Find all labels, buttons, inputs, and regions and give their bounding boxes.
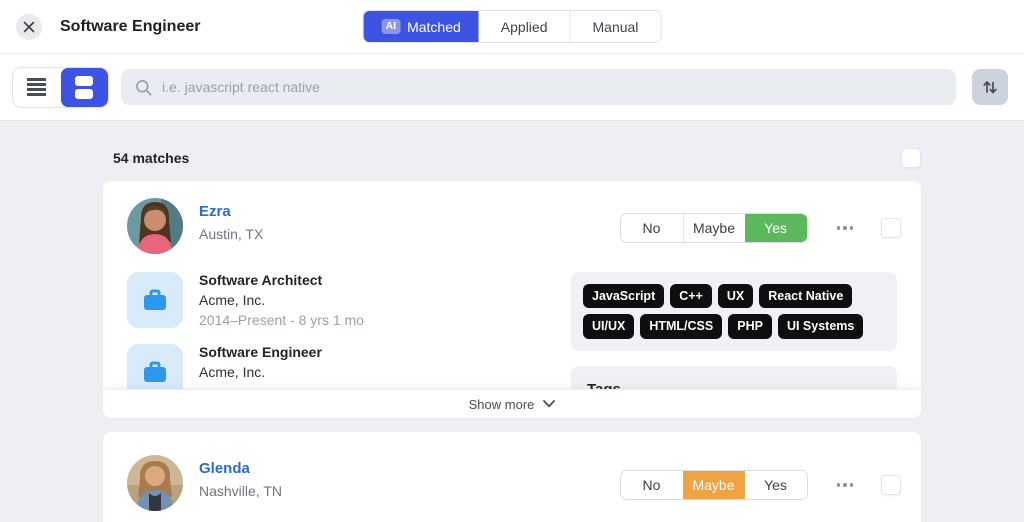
sort-icon: [983, 81, 997, 94]
show-more-label: Show more: [468, 396, 535, 412]
card-controls: No Maybe Yes: [620, 214, 901, 242]
job-title: Software Architect: [199, 272, 323, 288]
identity: Glenda Nashville, TN: [199, 455, 282, 499]
search-input[interactable]: [162, 79, 942, 95]
job-dates: 2014–Present - 8 yrs 1 mo: [199, 312, 364, 328]
skill-pill: UI Systems: [777, 314, 864, 339]
tab-matched-label: Matched: [407, 18, 461, 35]
view-toggle-group: [13, 67, 108, 107]
rate-no-button[interactable]: No: [620, 214, 683, 242]
candidate-card: Glenda Nashville, TN No Maybe Yes: [103, 432, 921, 522]
rating-group: No Maybe Yes: [620, 214, 807, 242]
skills-box: JavaScript C++ UX React Native UI/UX HTM…: [571, 272, 897, 351]
more-options-button[interactable]: [835, 477, 856, 493]
skill-pill: HTML/CSS: [640, 314, 723, 339]
show-more-button[interactable]: Show more: [103, 389, 921, 418]
identity: Ezra Austin, TX: [199, 198, 263, 242]
select-all-checkbox[interactable]: [901, 148, 921, 168]
candidate-location: Austin, TX: [199, 226, 264, 242]
rating-group: No Maybe Yes: [620, 471, 807, 499]
job-company: Acme, Inc.: [199, 364, 266, 380]
skill-pill: PHP: [728, 314, 772, 339]
tab-manual[interactable]: Manual: [570, 11, 661, 42]
skill-pill: React Native: [759, 284, 853, 309]
list-view-icon: [27, 78, 47, 96]
candidate-location: Nashville, TN: [199, 483, 282, 499]
tab-applied[interactable]: Applied: [478, 11, 571, 42]
candidate-name-link[interactable]: Glenda: [199, 460, 250, 477]
matches-row: 54 matches: [103, 148, 921, 168]
header: Software Engineer AI Matched Applied Man…: [0, 0, 1024, 54]
job-company: Acme, Inc.: [199, 292, 266, 308]
rate-yes-button[interactable]: Yes: [744, 214, 807, 242]
sort-button[interactable]: [972, 69, 1008, 105]
more-options-icon: [836, 483, 840, 487]
candidate-name-link[interactable]: Ezra: [199, 203, 231, 220]
matches-count: 54 matches: [113, 150, 190, 166]
toolbar: [0, 54, 1024, 121]
tab-ai-matched[interactable]: AI Matched: [363, 11, 479, 42]
close-button[interactable]: [16, 13, 42, 40]
rate-no-button[interactable]: No: [620, 471, 683, 499]
candidate-card: Ezra Austin, TX No Maybe Yes: [103, 181, 921, 418]
card-view-button[interactable]: [60, 67, 108, 107]
list-view-button[interactable]: [13, 68, 61, 107]
candidate-checkbox[interactable]: [881, 218, 901, 238]
rate-maybe-button[interactable]: Maybe: [682, 214, 745, 242]
skill-pill: UI/UX: [583, 314, 635, 339]
rate-maybe-button[interactable]: Maybe: [682, 471, 745, 499]
candidate-checkbox[interactable]: [881, 475, 901, 495]
search-icon: [136, 79, 152, 95]
ai-badge: AI: [381, 19, 401, 34]
tab-group: AI Matched Applied Manual: [363, 11, 661, 42]
skill-pill: UX: [717, 284, 754, 309]
results-area: 54 matches Ezra Austin, TX: [103, 121, 921, 522]
card-controls: No Maybe Yes: [620, 471, 901, 499]
tab-manual-label: Manual: [592, 18, 639, 35]
avatar-photo-ezra: [127, 198, 183, 254]
rate-yes-button[interactable]: Yes: [744, 471, 807, 499]
avatar[interactable]: [127, 198, 183, 254]
tab-applied-label: Applied: [500, 18, 548, 35]
briefcase-icon: [127, 272, 183, 328]
card-view-icon: [75, 75, 94, 99]
chevron-down-icon: [543, 400, 556, 408]
page-title: Software Engineer: [60, 17, 201, 35]
skill-pill: C++: [670, 284, 712, 309]
avatar[interactable]: [127, 455, 183, 511]
work-history: Software Architect Acme, Inc. 2014–Prese…: [127, 272, 364, 418]
close-icon: [23, 21, 35, 32]
more-options-button[interactable]: [835, 220, 856, 236]
candidate-header: Glenda Nashville, TN No Maybe Yes: [103, 432, 921, 511]
job-entry: Software Architect Acme, Inc. 2014–Prese…: [127, 272, 364, 328]
more-options-icon: [836, 226, 840, 230]
job-title: Software Engineer: [199, 344, 322, 360]
skill-pill: JavaScript: [583, 284, 665, 309]
search-box[interactable]: [121, 69, 956, 105]
avatar-photo-glenda: [127, 455, 183, 511]
candidate-header: Ezra Austin, TX No Maybe Yes: [103, 181, 921, 254]
